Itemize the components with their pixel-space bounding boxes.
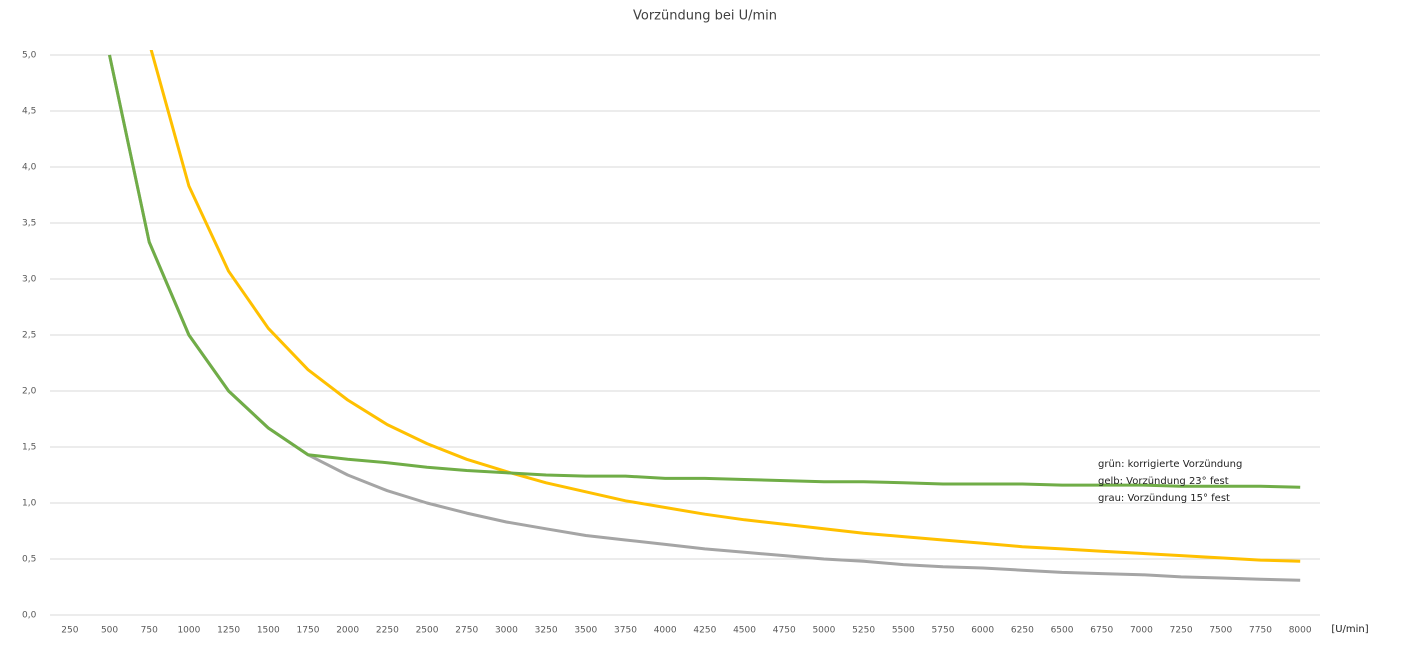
y-tick-label: 3,0 xyxy=(22,275,37,285)
x-tick-label: 3750 xyxy=(614,626,637,636)
x-tick-label: 1500 xyxy=(257,626,280,636)
x-tick-label: 6500 xyxy=(1051,626,1074,636)
x-tick-label: 250 xyxy=(61,626,78,636)
x-tick-label: 2500 xyxy=(416,626,439,636)
x-tick-label: 4500 xyxy=(733,626,756,636)
y-tick-label: 3,5 xyxy=(22,219,36,229)
x-tick-label: 750 xyxy=(141,626,158,636)
y-tick-label: 4,5 xyxy=(22,107,36,117)
y-tick-label: 1,0 xyxy=(22,499,37,509)
x-tick-label: 3000 xyxy=(495,626,518,636)
y-tick-label: 0,0 xyxy=(22,611,37,621)
x-tick-label: 7250 xyxy=(1170,626,1193,636)
x-tick-label: 6000 xyxy=(971,626,994,636)
x-tick-label: 5000 xyxy=(812,626,835,636)
x-axis-label: [U/min] xyxy=(1331,624,1368,635)
series-line xyxy=(108,54,1301,489)
x-tick-label: 2750 xyxy=(455,626,478,636)
x-tick-label: 7000 xyxy=(1130,626,1153,636)
x-tick-label: 1250 xyxy=(217,626,240,636)
annotation: grau: Vorzündung 15° fest xyxy=(1098,493,1230,504)
x-tick-label: 6750 xyxy=(1090,626,1113,636)
y-tick-label: 5,0 xyxy=(22,51,37,61)
x-tick-label: 1750 xyxy=(297,626,320,636)
x-tick-label: 5500 xyxy=(892,626,915,636)
x-tick-label: 3250 xyxy=(535,626,558,636)
x-tick-label: 7750 xyxy=(1249,626,1272,636)
x-tick-label: 5750 xyxy=(932,626,955,636)
x-tick-label: 500 xyxy=(101,626,118,636)
chart-title: Vorzündung bei U/min xyxy=(633,9,777,24)
x-tick-label: 4750 xyxy=(773,626,796,636)
x-tick-label: 8000 xyxy=(1289,626,1312,636)
x-tick-label: 6250 xyxy=(1011,626,1034,636)
y-tick-label: 0,5 xyxy=(22,555,36,565)
y-tick-label: 2,5 xyxy=(22,331,36,341)
annotation: gelb: Vorzündung 23° fest xyxy=(1098,476,1229,487)
x-tick-label: 5250 xyxy=(852,626,875,636)
x-tick-label: 4000 xyxy=(654,626,677,636)
x-tick-label: 2000 xyxy=(336,626,359,636)
series-line xyxy=(149,50,1301,563)
x-tick-label: 2250 xyxy=(376,626,399,636)
annotation: grün: korrigierte Vorzündung xyxy=(1098,459,1242,470)
y-tick-label: 4,0 xyxy=(22,163,37,173)
y-tick-label: 2,0 xyxy=(22,387,37,397)
y-tick-label: 1,5 xyxy=(22,443,36,453)
x-tick-label: 4250 xyxy=(693,626,716,636)
x-tick-label: 3500 xyxy=(574,626,597,636)
x-tick-label: 7500 xyxy=(1209,626,1232,636)
x-tick-label: 1000 xyxy=(177,626,200,636)
